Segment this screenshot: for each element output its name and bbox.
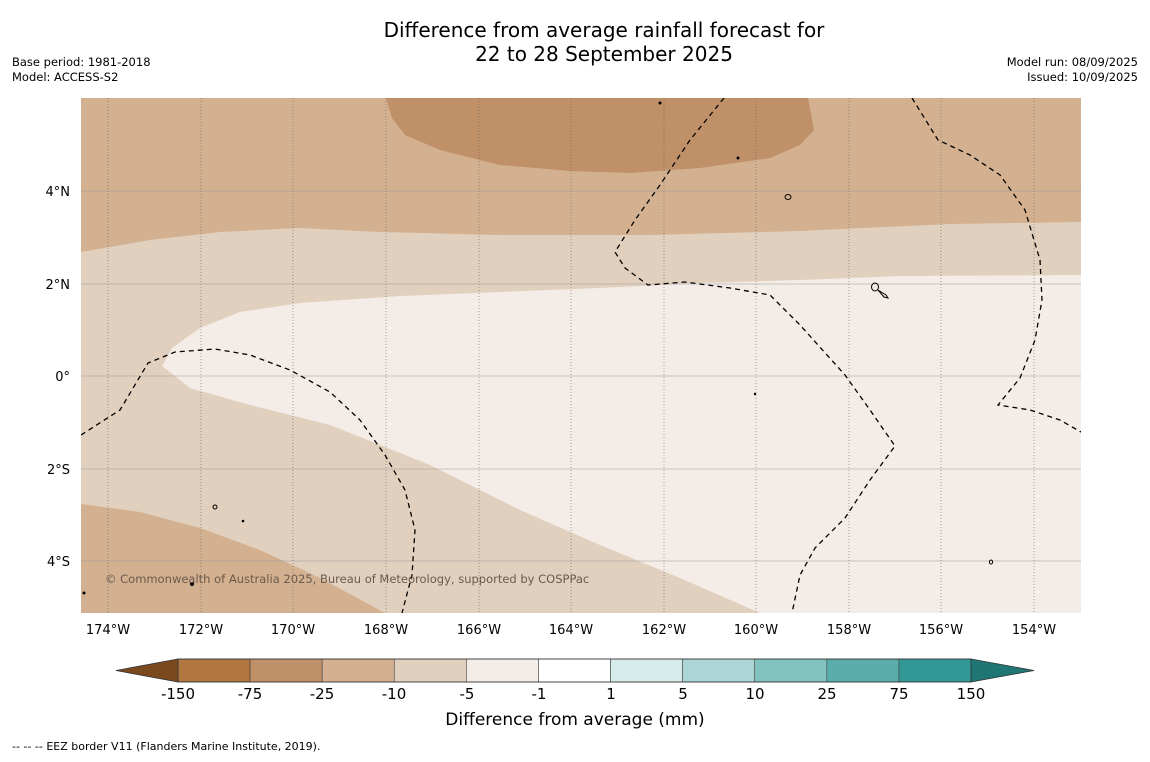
cb-tick-150: 150 — [957, 685, 986, 703]
map-title: Difference from average rainfall forecas… — [0, 18, 1150, 66]
lon-label-170w: 170°W — [271, 623, 315, 638]
cb-tick-minus75: -75 — [238, 685, 263, 703]
lat-label-0: 0° — [55, 370, 70, 385]
eez-borders — [81, 98, 1081, 613]
lon-label-172w: 172°W — [179, 623, 223, 638]
band-minus5-minus1 — [162, 275, 1081, 613]
model-name: Model: ACCESS-S2 — [12, 70, 119, 84]
eez-legend-text: EEZ border V11 (Flanders Marine Institut… — [46, 740, 321, 753]
lon-label-162w: 162°W — [642, 623, 686, 638]
colorbar-segment-75-to-150 — [898, 658, 972, 683]
lon-label-168w: 168°W — [364, 623, 408, 638]
lat-label-4s: 4°S — [47, 555, 70, 570]
lon-label-164w: 164°W — [549, 623, 593, 638]
eez-border-central — [614, 98, 896, 613]
colorbar-outline — [115, 658, 1035, 683]
colorbar-segment-minus10-to-minus5 — [393, 658, 467, 683]
colorbar-label: Difference from average (mm) — [445, 710, 704, 730]
colorbar-segment-25-to-75 — [826, 658, 900, 683]
colorbar-segment-minus150-to-minus75 — [177, 658, 251, 683]
model-run: Model run: 08/09/2025 — [1006, 55, 1138, 69]
copyright-notice: © Commonwealth of Australia 2025, Bureau… — [105, 572, 589, 586]
lon-label-166w: 166°W — [457, 623, 501, 638]
lat-label-2s: 2°S — [47, 463, 70, 478]
cb-tick-1: 1 — [606, 685, 616, 703]
cb-tick-5: 5 — [678, 685, 688, 703]
lon-label-156w: 156°W — [919, 623, 963, 638]
eez-legend-note: -- -- -- EEZ border V11 (Flanders Marine… — [12, 740, 320, 753]
lon-label-154w: 154°W — [1012, 623, 1056, 638]
meta-left: Base period: 1981-2018 Model: ACCESS-S2 — [12, 55, 151, 85]
lat-label-2n: 2°N — [46, 278, 71, 293]
meta-right: Model run: 08/09/2025 Issued: 10/09/2025 — [1007, 55, 1138, 85]
title-line-1: Difference from average rainfall forecas… — [383, 18, 825, 42]
title-line-2: 22 to 28 September 2025 — [475, 42, 733, 66]
rainfall-map — [81, 98, 1081, 613]
cb-tick-75: 75 — [889, 685, 908, 703]
colorbar-extend-low — [116, 659, 178, 682]
latitude-labels: 4°N 2°N 0° 2°S 4°S — [46, 185, 71, 570]
cb-tick-minus5: -5 — [460, 685, 475, 703]
lat-label-4n: 4°N — [46, 185, 71, 200]
cb-tick-minus10: -10 — [382, 685, 407, 703]
cb-tick-25: 25 — [817, 685, 836, 703]
colorbar: -150 -75 -25 -10 -5 -1 1 5 10 25 75 150 … — [115, 658, 1035, 730]
eez-border-west — [81, 348, 416, 613]
lon-label-174w: 174°W — [86, 623, 130, 638]
eez-legend-symbol: -- -- -- — [12, 740, 43, 753]
colorbar-segment-1-to-5 — [610, 658, 683, 683]
base-period: Base period: 1981-2018 — [12, 55, 151, 69]
cb-tick-10: 10 — [745, 685, 764, 703]
lon-label-158w: 158°W — [827, 623, 871, 638]
colorbar-extend-high — [971, 659, 1034, 682]
colorbar-segment-10-to-25 — [754, 658, 828, 683]
band-minus25-minus10-south — [81, 504, 385, 613]
colorbar-segment-minus1-to-1 — [538, 658, 611, 683]
band-minus25-minus10-north — [81, 98, 1081, 252]
graticule — [81, 98, 1081, 613]
islands — [82, 101, 994, 595]
cb-tick-minus150: -150 — [161, 685, 195, 703]
colorbar-segment-minus5-to-minus1 — [466, 658, 539, 683]
band-minus75-minus25-north — [386, 98, 814, 173]
colorbar-segment-5-to-10 — [682, 658, 756, 683]
colorbar-segment-minus75-to-minus25 — [249, 658, 323, 683]
colorbar-segment-minus25-to-minus10 — [321, 658, 395, 683]
longitude-labels: 174°W 172°W 170°W 168°W 166°W 164°W 162°… — [86, 623, 1056, 638]
cb-tick-minus25: -25 — [310, 685, 335, 703]
eez-border-east — [911, 98, 1081, 433]
lon-label-160w: 160°W — [734, 623, 778, 638]
cb-tick-minus1: -1 — [532, 685, 547, 703]
issued-date: Issued: 10/09/2025 — [1027, 70, 1138, 84]
